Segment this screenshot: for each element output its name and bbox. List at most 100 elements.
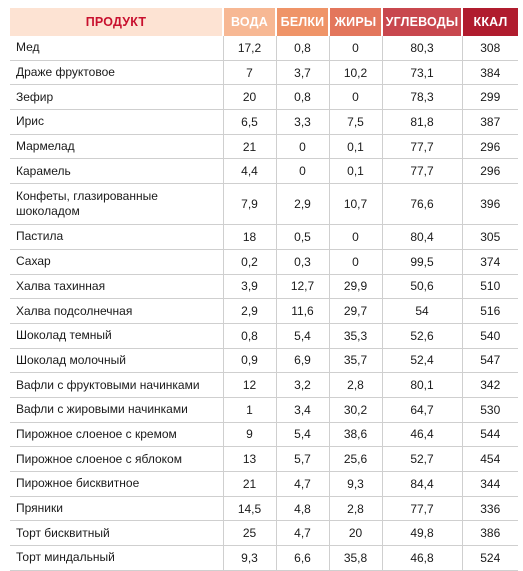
cell-carbs: 50,6	[382, 274, 463, 300]
cell-protein: 0,8	[276, 84, 330, 111]
table-row: Пирожное слоеное с яблоком 13 5,7 25,6 52,7 4…	[10, 446, 518, 472]
cell-fat: 29,7	[329, 298, 383, 324]
cell-carbs: 52,7	[382, 446, 463, 472]
header-fat: ЖИРЫ	[329, 8, 383, 36]
cell-water: 0,9	[223, 348, 277, 374]
cell-carbs: 81,8	[382, 109, 463, 135]
cell-fat: 20	[329, 520, 383, 547]
cell-water: 2,9	[223, 298, 277, 324]
cell-kcal: 296	[462, 134, 518, 160]
cell-carbs: 52,6	[382, 323, 463, 349]
cell-product: Карамель	[10, 158, 224, 185]
table-row: Драже фруктовое 7 3,7 10,2 73,1 384	[10, 60, 518, 86]
cell-protein: 11,6	[276, 298, 330, 324]
cell-fat: 35,7	[329, 348, 383, 374]
cell-protein: 3,7	[276, 60, 330, 86]
cell-water: 1	[223, 397, 277, 423]
cell-fat: 38,6	[329, 422, 383, 448]
cell-fat: 0,1	[329, 134, 383, 160]
table-row: Карамель 4,4 0 0,1 77,7 296	[10, 158, 518, 185]
cell-product: Пирожное слоеное с кремом	[10, 422, 224, 448]
table-row: Ирис 6,5 3,3 7,5 81,8 387	[10, 109, 518, 135]
cell-fat: 7,5	[329, 109, 383, 135]
cell-protein: 3,4	[276, 397, 330, 423]
cell-water: 13	[223, 446, 277, 472]
cell-kcal: 305	[462, 224, 518, 250]
cell-water: 4,4	[223, 158, 277, 185]
cell-carbs: 54	[382, 298, 463, 324]
cell-fat: 10,2	[329, 60, 383, 86]
header-protein: БЕЛКИ	[276, 8, 330, 36]
cell-product: Зефир	[10, 84, 224, 111]
header-water: ВОДА	[223, 8, 277, 36]
cell-product: Пастила	[10, 224, 224, 250]
cell-water: 21	[223, 134, 277, 160]
table-row: Шоколад темный 0,8 5,4 35,3 52,6 540	[10, 323, 518, 349]
cell-protein: 5,4	[276, 422, 330, 448]
cell-carbs: 84,4	[382, 471, 463, 497]
cell-protein: 4,7	[276, 520, 330, 547]
cell-fat: 0	[329, 249, 383, 275]
cell-carbs: 46,4	[382, 422, 463, 448]
header-carbs: УГЛЕВОДЫ	[382, 8, 463, 36]
cell-product: Халва подсолнечная	[10, 298, 224, 324]
cell-product: Вафли с фруктовыми начинками	[10, 372, 224, 398]
cell-carbs: 77,7	[382, 158, 463, 185]
cell-product: Сахар	[10, 249, 224, 275]
cell-kcal: 540	[462, 323, 518, 349]
table-row: Халва подсолнечная 2,9 11,6 29,7 54 516	[10, 298, 518, 324]
cell-fat: 25,6	[329, 446, 383, 472]
table-row: Мед 17,2 0,8 0 80,3 308	[10, 36, 518, 61]
cell-protein: 0	[276, 134, 330, 160]
cell-protein: 12,7	[276, 274, 330, 300]
cell-product: Конфеты, глазированные шоколадом	[10, 183, 224, 226]
cell-kcal: 396	[462, 183, 518, 226]
cell-fat: 29,9	[329, 274, 383, 300]
cell-carbs: 73,1	[382, 60, 463, 86]
cell-product: Драже фруктовое	[10, 60, 224, 86]
cell-product: Мед	[10, 36, 224, 61]
table-row: Шоколад молочный 0,9 6,9 35,7 52,4 547	[10, 348, 518, 374]
cell-kcal: 454	[462, 446, 518, 472]
cell-kcal: 387	[462, 109, 518, 135]
cell-water: 0,8	[223, 323, 277, 349]
cell-product: Пирожное бисквитное	[10, 471, 224, 497]
cell-water: 17,2	[223, 36, 277, 61]
cell-protein: 5,7	[276, 446, 330, 472]
cell-carbs: 52,4	[382, 348, 463, 374]
cell-carbs: 76,6	[382, 183, 463, 226]
cell-water: 9,3	[223, 545, 277, 571]
cell-product: Пирожное слоеное с яблоком	[10, 446, 224, 472]
cell-kcal: 386	[462, 520, 518, 547]
table-row: Мармелад 21 0 0,1 77,7 296	[10, 134, 518, 160]
cell-carbs: 49,8	[382, 520, 463, 547]
table-row: Сахар 0,2 0,3 0 99,5 374	[10, 249, 518, 275]
cell-kcal: 524	[462, 545, 518, 571]
cell-kcal: 308	[462, 36, 518, 61]
cell-product: Пряники	[10, 496, 224, 522]
cell-kcal: 384	[462, 60, 518, 86]
cell-water: 25	[223, 520, 277, 547]
nutrition-table: ПРОДУКТ ВОДА БЕЛКИ ЖИРЫ УГЛЕВОДЫ ККАЛ Ме…	[10, 8, 518, 571]
cell-product: Халва тахинная	[10, 274, 224, 300]
table-row: Халва тахинная 3,9 12,7 29,9 50,6 510	[10, 274, 518, 300]
table-row: Вафли с фруктовыми начинками 12 3,2 2,8 80,1…	[10, 372, 518, 398]
cell-fat: 35,8	[329, 545, 383, 571]
cell-water: 6,5	[223, 109, 277, 135]
cell-water: 12	[223, 372, 277, 398]
cell-carbs: 80,4	[382, 224, 463, 250]
cell-fat: 2,8	[329, 496, 383, 522]
table-row: Пастила 18 0,5 0 80,4 305	[10, 224, 518, 250]
cell-carbs: 64,7	[382, 397, 463, 423]
table-row: Вафли с жировыми начинками 1 3,4 30,2 64,7 53…	[10, 397, 518, 423]
cell-kcal: 547	[462, 348, 518, 374]
cell-water: 9	[223, 422, 277, 448]
cell-carbs: 80,3	[382, 36, 463, 61]
cell-water: 7,9	[223, 183, 277, 226]
cell-kcal: 342	[462, 372, 518, 398]
cell-carbs: 46,8	[382, 545, 463, 571]
cell-fat: 0	[329, 84, 383, 111]
cell-protein: 0	[276, 158, 330, 185]
table-row: Конфеты, глазированные шоколадом 7,9 2,9 10…	[10, 183, 518, 226]
table-row: Пирожное бисквитное 21 4,7 9,3 84,4 344	[10, 471, 518, 497]
